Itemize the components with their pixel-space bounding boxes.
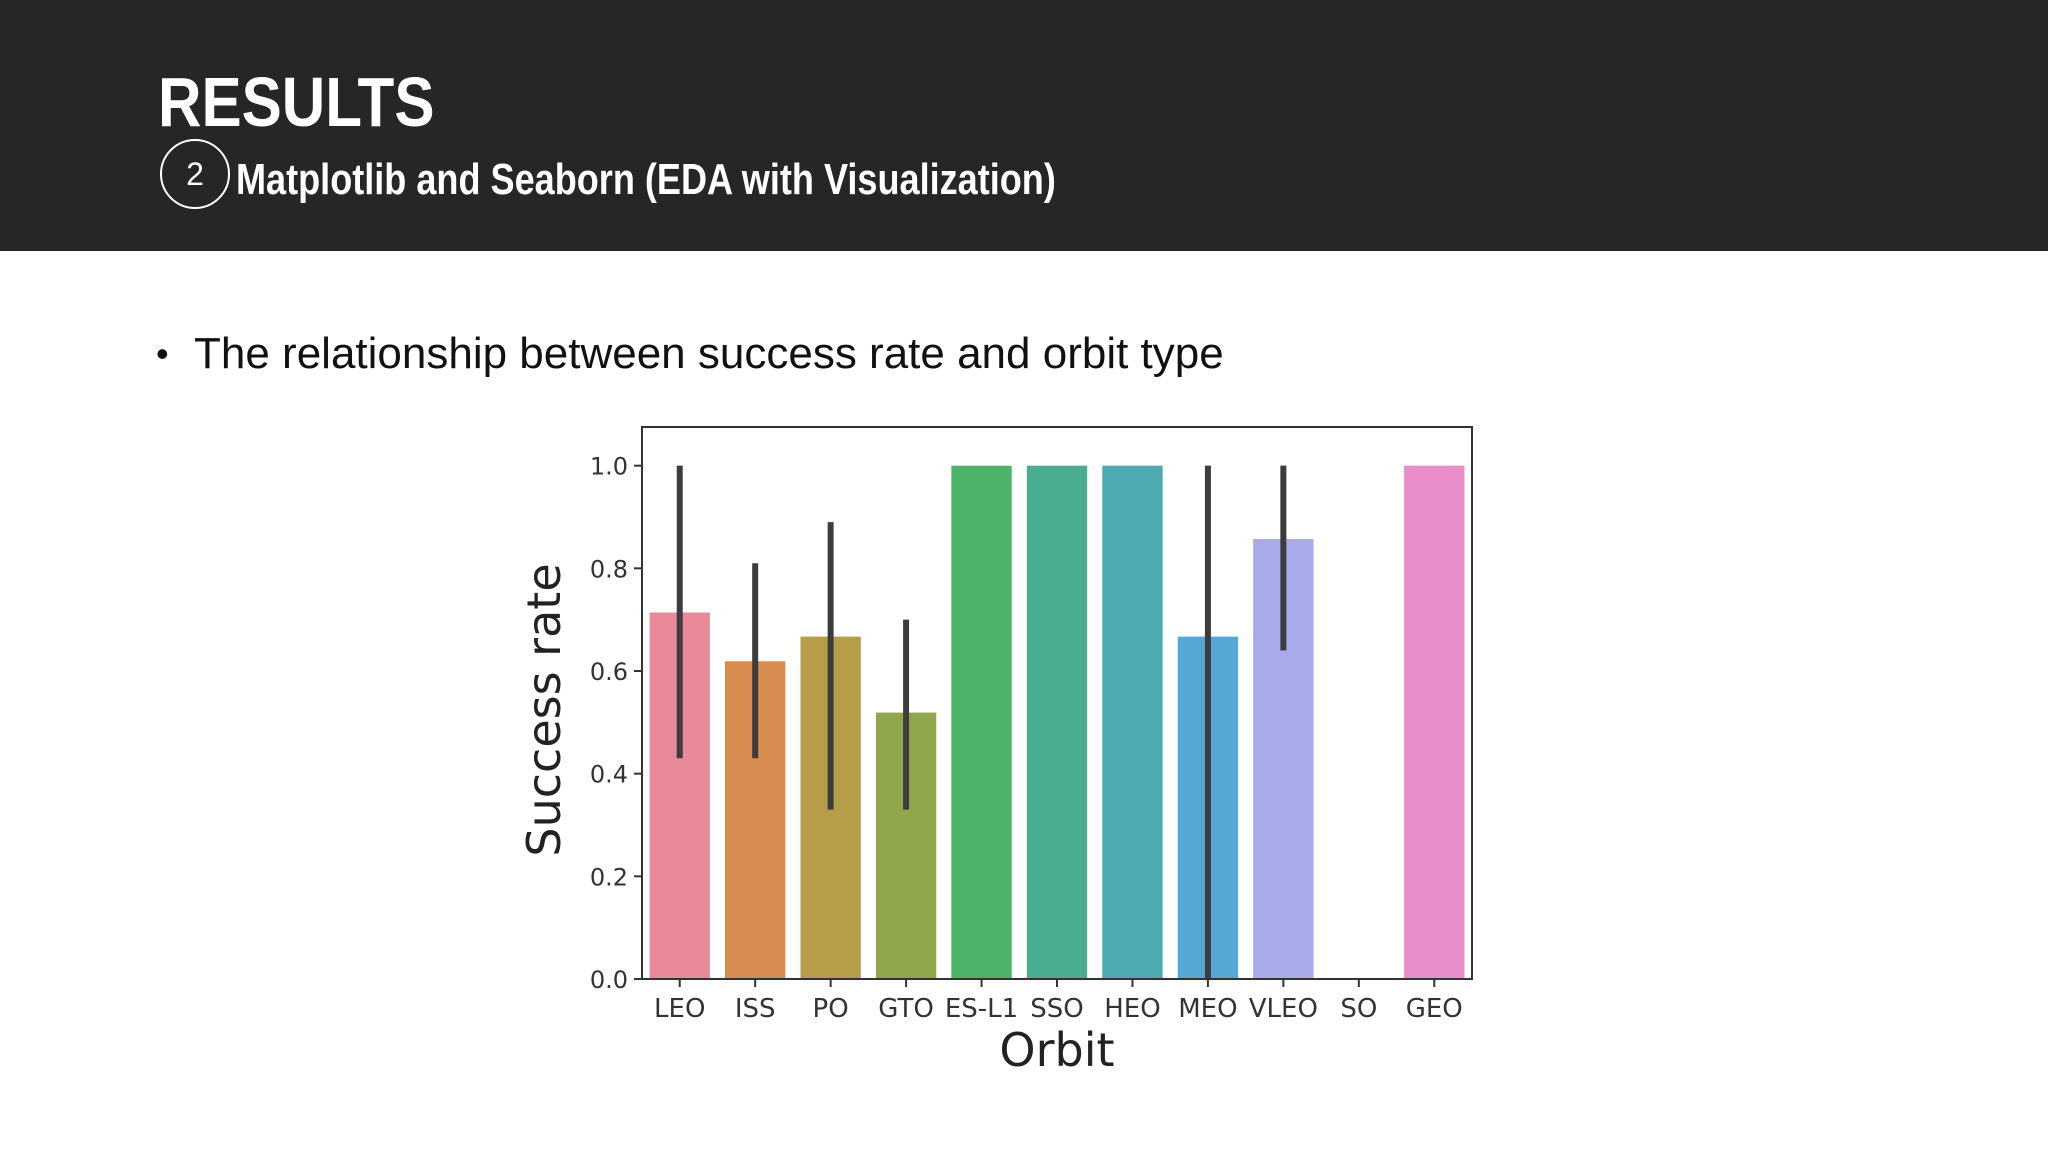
slide-title: RESULTS [158, 63, 435, 141]
y-axis-label: Success rate [517, 563, 571, 856]
x-tick-label: MEO [1178, 994, 1237, 1024]
bar-es-l1 [951, 465, 1012, 980]
y-tick-label: 0.8 [590, 555, 628, 583]
success-rate-bar-chart: 0.0 0.2 0.4 0.6 0.8 1.0 LEO ISS PO GTO ES-L1 SSO HEO… [517, 426, 1473, 1077]
y-tick-label: 1.0 [590, 453, 628, 481]
bullet-item: • The relationship between success rate a… [156, 326, 1224, 382]
x-tick-label: PO [813, 994, 849, 1024]
x-tick-label: ISS [735, 994, 776, 1024]
x-tick-label: VLEO [1249, 994, 1318, 1024]
bullet-text: The relationship between success rate an… [194, 329, 1224, 378]
x-tick-label: ES-L1 [945, 994, 1018, 1024]
y-tick-label: 0.0 [590, 966, 628, 994]
x-axis-label: Orbit [999, 1023, 1114, 1077]
bar-sso [1026, 465, 1088, 980]
x-tick-label: SO [1340, 994, 1377, 1024]
slide-header: RESULTS 2 Matplotlib and Seaborn (EDA wi… [0, 0, 2048, 251]
slide-subtitle: Matplotlib and Seaborn (EDA with Visuali… [236, 155, 1056, 204]
y-tick-label: 0.4 [590, 761, 628, 789]
x-tick-label: LEO [654, 994, 705, 1024]
bullet-icon: • [156, 333, 169, 374]
bar-heo [1102, 465, 1163, 980]
plot-area: 0.0 0.2 0.4 0.6 0.8 1.0 LEO ISS PO GTO ES-L1 SSO HEO… [590, 426, 1473, 1024]
step-number-badge: 2 [160, 139, 230, 209]
x-tick-label: GTO [878, 994, 934, 1024]
x-tick-label: SSO [1030, 994, 1083, 1024]
y-tick-label: 0.6 [590, 658, 628, 686]
bar-geo [1404, 465, 1465, 980]
y-tick-label: 0.2 [590, 863, 628, 891]
x-tick-label: HEO [1104, 994, 1160, 1024]
x-tick-label: GEO [1406, 994, 1463, 1024]
